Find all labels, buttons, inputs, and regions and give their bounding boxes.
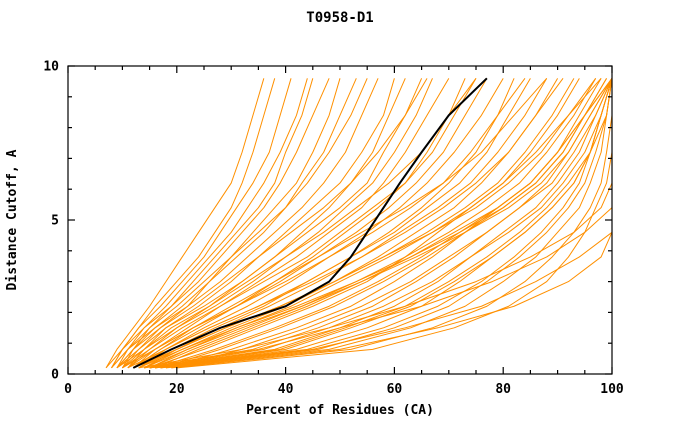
model-curve: [116, 78, 308, 369]
chart-title: T0958-D1: [306, 10, 373, 26]
x-tick-label: 100: [600, 382, 624, 397]
model-curve: [143, 78, 559, 369]
model-curve: [127, 78, 395, 369]
model-curve: [154, 78, 602, 369]
model-curve: [154, 78, 613, 369]
x-tick-label: 20: [169, 382, 185, 397]
highlighted-model-curve: [132, 77, 488, 369]
x-tick-label: 0: [64, 382, 72, 397]
model-curve: [149, 78, 613, 369]
y-axis-label: Distance Cutoff, A: [5, 149, 20, 290]
x-tick-label: 40: [278, 382, 294, 397]
model-curve: [149, 78, 597, 369]
model-curve: [138, 78, 504, 369]
model-curve: [149, 77, 602, 369]
model-curve: [127, 78, 531, 369]
model-curve: [116, 78, 314, 369]
model-curve: [111, 78, 368, 369]
model-curve: [121, 78, 357, 369]
model-curve: [160, 78, 613, 369]
model-curve: [116, 78, 428, 369]
model-curve: [138, 78, 607, 369]
model-curve: [116, 78, 423, 369]
model-curve: [132, 77, 548, 369]
model-curve: [105, 78, 265, 369]
model-curve: [171, 78, 613, 369]
series-layer: [105, 77, 613, 369]
model-curve: [111, 78, 379, 369]
x-tick-label: 80: [495, 382, 511, 397]
model-curve: [133, 78, 575, 369]
model-curve: [149, 78, 613, 369]
model-curve: [138, 78, 597, 369]
model-curve: [122, 78, 341, 369]
model-curve: [165, 78, 613, 369]
model-curve: [149, 78, 613, 369]
y-tick-label: 5: [51, 214, 59, 229]
model-curve: [111, 78, 292, 369]
y-tick-label: 0: [51, 368, 59, 383]
x-axis-label: Percent of Residues (CA): [246, 403, 434, 418]
model-curve: [160, 78, 613, 369]
model-curve: [138, 78, 515, 369]
axes-layer: 0 20 40 60 80 100 0 5 10: [43, 60, 624, 398]
model-curve: [116, 78, 433, 369]
model-curve: [171, 78, 613, 369]
model-curve: [149, 78, 613, 369]
model-curve: [132, 78, 466, 369]
y-tick-label: 10: [43, 60, 59, 75]
model-curve: [144, 78, 613, 369]
model-curve: [122, 78, 477, 369]
model-curve: [176, 78, 613, 369]
model-curve: [105, 78, 330, 369]
x-tick-label: 60: [387, 382, 403, 397]
model-curve: [132, 78, 450, 369]
